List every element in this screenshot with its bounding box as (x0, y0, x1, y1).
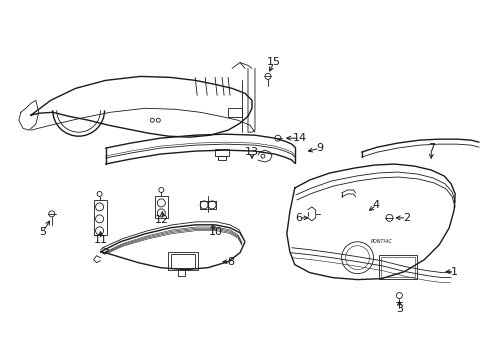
Text: 9: 9 (316, 143, 323, 153)
Text: 10: 10 (209, 227, 223, 237)
Bar (218, 156, 225, 160)
Text: 11: 11 (93, 235, 107, 245)
Text: 15: 15 (266, 58, 280, 67)
Text: 14: 14 (292, 133, 306, 143)
Text: 13: 13 (244, 147, 259, 157)
Text: 7: 7 (427, 143, 434, 153)
Text: 6: 6 (295, 213, 302, 223)
Text: 12: 12 (155, 215, 169, 225)
Bar (93, 200, 106, 235)
Text: 5: 5 (39, 227, 46, 237)
Text: 2: 2 (402, 213, 409, 223)
Bar (215, 149, 228, 156)
Text: 8: 8 (227, 257, 234, 267)
Bar (155, 196, 168, 218)
Bar (168, 252, 198, 270)
Bar (171, 254, 195, 268)
Text: 1: 1 (450, 267, 457, 276)
Bar (381, 257, 414, 276)
Text: PONTIAC: PONTIAC (370, 239, 391, 244)
Text: 4: 4 (372, 200, 379, 210)
Text: 3: 3 (395, 305, 402, 315)
Bar (379, 255, 416, 279)
Bar (227, 108, 242, 117)
